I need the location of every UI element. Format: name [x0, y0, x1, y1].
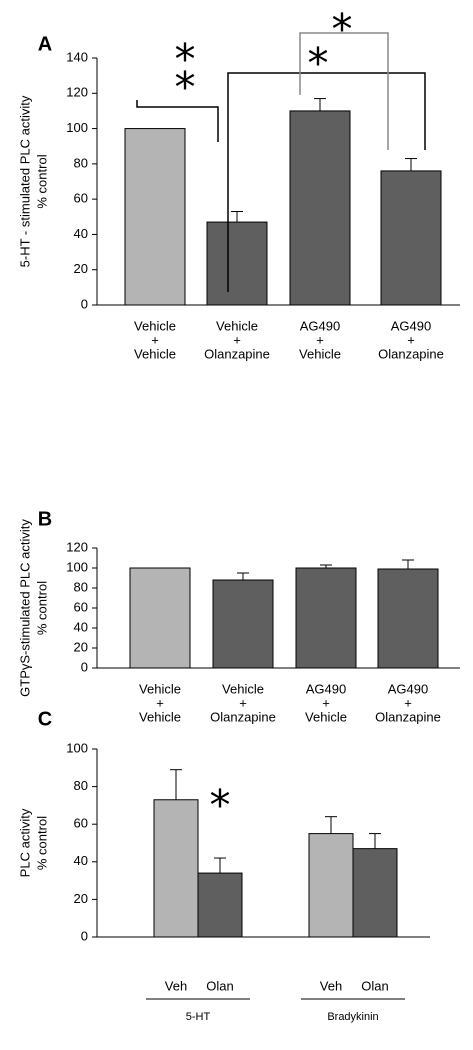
bar — [129, 567, 191, 669]
x-tick-label: Olanzapine — [378, 346, 444, 361]
x-tick-label: Vehicle — [139, 709, 181, 724]
panel-label: C — [38, 708, 52, 730]
y-tick-label: 40 — [74, 226, 88, 241]
bar — [295, 567, 357, 669]
significance-asterisk: * — [332, 5, 353, 54]
x-tick-label: AG490 — [300, 318, 340, 333]
x-tick-label: + — [233, 332, 241, 347]
bar — [124, 128, 186, 306]
significance-asterisk: * — [175, 63, 196, 112]
y-tick-label: 100 — [66, 559, 88, 574]
x-tick-label: Vehicle — [139, 681, 181, 696]
bar — [352, 848, 398, 938]
y-axis-label: GTPγS-stimulated PLC activity — [17, 519, 32, 697]
y-tick-label: 40 — [74, 853, 88, 868]
group-label: Bradykinin — [327, 1011, 378, 1023]
y-axis-label: 5-HT - stimulated PLC activity — [17, 95, 32, 267]
y-tick-label: 80 — [74, 155, 88, 170]
y-tick-label: 20 — [74, 891, 88, 906]
y-axis-label: % control — [34, 154, 49, 208]
bar — [380, 170, 442, 306]
y-tick-label: 0 — [81, 659, 88, 674]
group-label: 5-HT — [186, 1011, 211, 1023]
x-tick-label: Olanzapine — [375, 709, 441, 724]
y-tick-label: 0 — [81, 296, 88, 311]
significance-bracket — [227, 72, 426, 292]
significance-bracket — [136, 100, 219, 142]
y-axis-label: % control — [34, 581, 49, 635]
bar — [197, 872, 243, 938]
y-axis-label: % control — [34, 816, 49, 870]
y-tick-label: 80 — [74, 579, 88, 594]
x-tick-label: + — [322, 695, 330, 710]
y-tick-label: 20 — [74, 639, 88, 654]
bar — [153, 799, 199, 938]
x-tick-label: Olan — [361, 978, 388, 993]
y-tick-label: 20 — [74, 261, 88, 276]
x-tick-label: Vehicle — [299, 346, 341, 361]
significance-asterisk: * — [175, 35, 196, 84]
y-tick-label: 100 — [66, 120, 88, 135]
x-tick-label: Olanzapine — [204, 346, 270, 361]
bar — [289, 110, 351, 306]
y-tick-label: 120 — [66, 539, 88, 554]
y-tick-label: 100 — [66, 740, 88, 755]
x-tick-label: Vehicle — [134, 318, 176, 333]
x-tick-label: AG490 — [306, 681, 346, 696]
x-tick-label: Olanzapine — [210, 709, 276, 724]
x-tick-label: Vehicle — [134, 346, 176, 361]
x-tick-label: + — [404, 695, 412, 710]
y-tick-label: 120 — [66, 85, 88, 100]
significance-asterisk: * — [210, 781, 231, 830]
y-tick-label: 0 — [81, 928, 88, 943]
y-tick-label: 140 — [66, 49, 88, 64]
y-tick-label: 80 — [74, 778, 88, 793]
x-tick-label: Vehicle — [222, 681, 264, 696]
panel-label: B — [38, 508, 52, 530]
x-tick-label: Olan — [206, 978, 233, 993]
x-tick-label: + — [316, 332, 324, 347]
significance-asterisk: * — [308, 39, 329, 88]
x-tick-label: Vehicle — [216, 318, 258, 333]
bar — [212, 579, 274, 669]
panel-label: A — [38, 33, 52, 55]
bar — [308, 833, 354, 938]
x-tick-label: Veh — [320, 978, 342, 993]
y-tick-label: 60 — [74, 816, 88, 831]
y-axis-label: PLC activity — [17, 808, 32, 877]
y-tick-label: 60 — [74, 191, 88, 206]
x-tick-label: Veh — [165, 978, 187, 993]
x-tick-label: AG490 — [391, 318, 431, 333]
bar — [206, 221, 268, 306]
y-tick-label: 40 — [74, 619, 88, 634]
x-tick-label: + — [151, 332, 159, 347]
x-tick-label: + — [239, 695, 247, 710]
x-tick-label: Vehicle — [305, 709, 347, 724]
y-tick-label: 60 — [74, 599, 88, 614]
x-tick-label: + — [407, 332, 415, 347]
x-tick-label: + — [156, 695, 164, 710]
x-tick-label: AG490 — [388, 681, 428, 696]
bar — [377, 568, 439, 669]
significance-bracket — [299, 32, 389, 150]
